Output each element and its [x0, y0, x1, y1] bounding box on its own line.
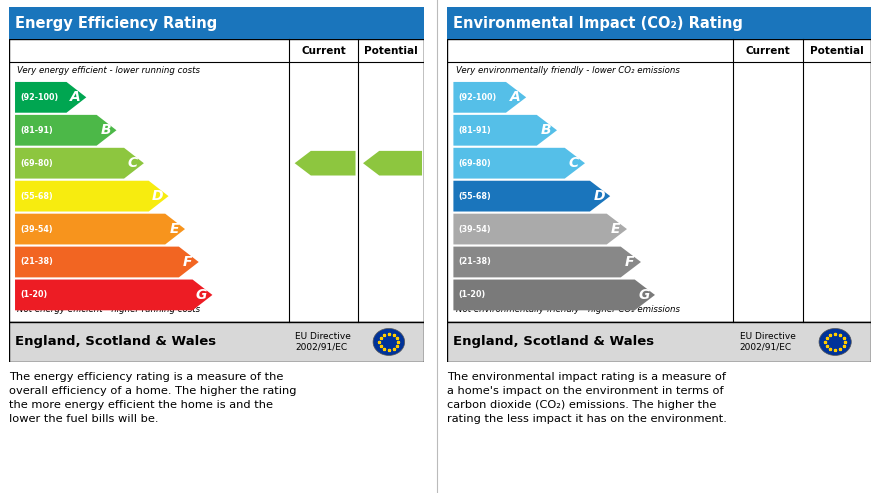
Bar: [9, 39, 424, 321]
Polygon shape: [453, 82, 526, 113]
Text: D: D: [152, 189, 164, 203]
Text: Environmental Impact (CO₂) Rating: Environmental Impact (CO₂) Rating: [453, 16, 744, 31]
Text: Very environmentally friendly - lower CO₂ emissions: Very environmentally friendly - lower CO…: [456, 66, 679, 75]
Text: Potential: Potential: [810, 46, 864, 56]
Text: G: G: [196, 288, 207, 302]
Text: England, Scotland & Wales: England, Scotland & Wales: [453, 335, 655, 349]
Polygon shape: [15, 82, 86, 113]
Text: (39-54): (39-54): [20, 225, 53, 234]
Text: (92-100): (92-100): [458, 93, 496, 102]
Bar: [9, 7, 424, 39]
Text: D: D: [593, 189, 605, 203]
Text: F: F: [625, 255, 634, 269]
Polygon shape: [15, 148, 143, 178]
Polygon shape: [453, 246, 641, 278]
Text: B: B: [100, 123, 111, 137]
Text: (1-20): (1-20): [20, 290, 48, 299]
Bar: [447, 7, 871, 39]
Bar: [447, 321, 871, 362]
Polygon shape: [15, 213, 185, 245]
Text: Current: Current: [746, 46, 791, 56]
Polygon shape: [453, 115, 557, 145]
Circle shape: [373, 328, 405, 355]
Polygon shape: [15, 181, 169, 211]
Text: E: E: [611, 222, 620, 236]
Polygon shape: [363, 151, 422, 176]
Text: C: C: [568, 156, 579, 170]
Polygon shape: [453, 148, 585, 178]
Text: (1-20): (1-20): [458, 290, 486, 299]
Circle shape: [819, 328, 851, 355]
Text: 80: 80: [391, 156, 410, 170]
Text: C: C: [128, 156, 138, 170]
Text: (69-80): (69-80): [20, 159, 53, 168]
Text: (81-91): (81-91): [458, 126, 491, 135]
Text: Very energy efficient - lower running costs: Very energy efficient - lower running co…: [17, 66, 200, 75]
Polygon shape: [453, 280, 655, 310]
Polygon shape: [295, 151, 356, 176]
Polygon shape: [453, 213, 627, 245]
Text: Not energy efficient - higher running costs: Not energy efficient - higher running co…: [17, 305, 201, 314]
Text: A: A: [510, 90, 520, 105]
Text: EU Directive
2002/91/EC: EU Directive 2002/91/EC: [740, 332, 796, 352]
Text: The energy efficiency rating is a measure of the
overall efficiency of a home. T: The energy efficiency rating is a measur…: [9, 372, 297, 424]
Text: Not environmentally friendly - higher CO₂ emissions: Not environmentally friendly - higher CO…: [456, 305, 679, 314]
Bar: [9, 321, 424, 362]
Polygon shape: [15, 280, 212, 310]
Polygon shape: [453, 181, 610, 211]
Text: Current: Current: [301, 46, 346, 56]
Text: (92-100): (92-100): [20, 93, 58, 102]
Text: Potential: Potential: [364, 46, 418, 56]
Text: EU Directive
2002/91/EC: EU Directive 2002/91/EC: [296, 332, 351, 352]
Text: G: G: [638, 288, 649, 302]
Text: 72: 72: [324, 156, 343, 170]
Text: (69-80): (69-80): [458, 159, 491, 168]
Text: England, Scotland & Wales: England, Scotland & Wales: [15, 335, 216, 349]
Text: (55-68): (55-68): [458, 192, 491, 201]
Polygon shape: [15, 246, 199, 278]
Text: Energy Efficiency Rating: Energy Efficiency Rating: [15, 16, 217, 31]
Text: (81-91): (81-91): [20, 126, 53, 135]
Text: A: A: [70, 90, 81, 105]
Text: (55-68): (55-68): [20, 192, 53, 201]
Text: The environmental impact rating is a measure of
a home's impact on the environme: The environmental impact rating is a mea…: [447, 372, 727, 424]
Text: F: F: [183, 255, 193, 269]
Bar: [447, 39, 871, 321]
Text: B: B: [540, 123, 551, 137]
Text: (39-54): (39-54): [458, 225, 491, 234]
Text: E: E: [169, 222, 179, 236]
Text: (21-38): (21-38): [20, 257, 53, 267]
Text: (21-38): (21-38): [458, 257, 491, 267]
Polygon shape: [15, 115, 116, 145]
